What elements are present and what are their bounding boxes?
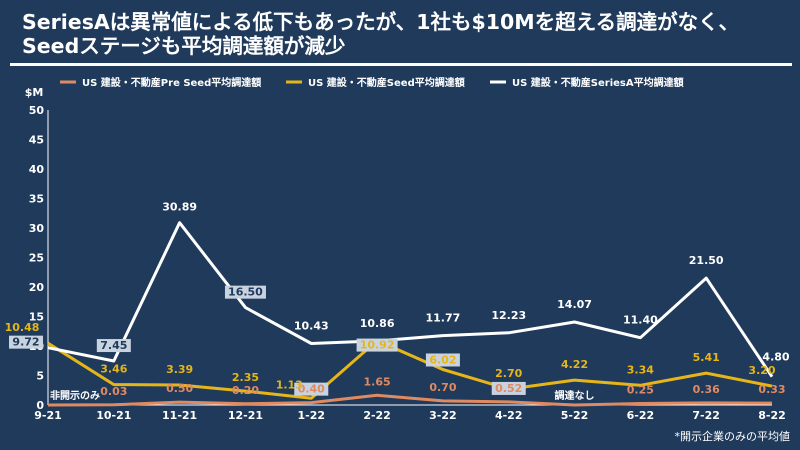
y-tick-label: 45 <box>29 134 44 147</box>
data-label-seed: 6.02 <box>429 353 456 366</box>
footnote: *開示企業のみの平均値 <box>674 430 791 443</box>
y-tick-label: 30 <box>29 222 45 235</box>
x-tick-label: 4-22 <box>495 409 523 422</box>
series-line-preseed <box>47 393 773 407</box>
legend-label-seed: US 建設・不動産Seed平均調達額 <box>308 76 465 89</box>
annotation-label: 非開示のみ <box>50 389 100 402</box>
data-label-box-seed <box>425 353 460 367</box>
y-tick-label: 20 <box>29 281 45 294</box>
data-label-seed: 3.39 <box>166 363 193 376</box>
series-line-seriesA <box>47 221 774 378</box>
data-label-seriesA: 12.23 <box>491 309 526 322</box>
data-label-preseed: 0.25 <box>627 384 654 397</box>
y-axis-title: $M <box>25 86 44 99</box>
legend-label-preseed: US 建設・不動産Pre Seed平均調達額 <box>82 76 261 89</box>
data-label-seriesA: 7.45 <box>100 339 127 352</box>
y-tick-label: 0 <box>36 399 44 412</box>
data-label-seriesA: 21.50 <box>689 254 724 267</box>
data-label-preseed: 0.50 <box>166 382 193 395</box>
series-line-seed <box>47 339 773 400</box>
data-label-box-seriesA <box>9 335 43 349</box>
y-tick-label: 15 <box>29 311 44 324</box>
data-label-seed: 4.22 <box>561 358 588 371</box>
x-tick-label: 3-22 <box>429 409 457 422</box>
x-tick-label: 2-22 <box>363 409 391 422</box>
x-tick-label: 8-22 <box>758 409 786 422</box>
data-label-seriesA: 30.89 <box>162 201 197 214</box>
x-tick-label: 7-22 <box>692 409 720 422</box>
x-tick-label: 1-22 <box>298 409 326 422</box>
data-label-preseed: 0.70 <box>429 381 456 394</box>
data-label-preseed: 0.20 <box>232 384 259 397</box>
y-tick-label: 25 <box>29 252 44 265</box>
annotation-label: 調達なし <box>555 389 595 402</box>
data-label-seriesA: 11.40 <box>623 314 658 327</box>
data-label-seriesA: 10.43 <box>294 319 329 332</box>
data-label-box-seriesA <box>96 339 131 353</box>
data-label-box-preseed <box>491 381 526 395</box>
x-tick-label: 9-21 <box>34 409 62 422</box>
data-label-seed: 10.92 <box>360 339 395 352</box>
y-tick-label: 5 <box>36 370 44 383</box>
data-label-box-seriesA <box>224 285 266 299</box>
data-label-preseed: 0.52 <box>495 382 522 395</box>
y-tick-label: 40 <box>29 163 45 176</box>
x-tick-label: 6-22 <box>627 409 655 422</box>
data-label-seed: 2.35 <box>232 371 259 384</box>
data-label-box-preseed <box>294 382 329 396</box>
y-tick-label: 50 <box>29 104 45 117</box>
x-tick-label: 10-21 <box>96 409 131 422</box>
data-label-seriesA: 11.77 <box>426 312 461 325</box>
data-label-seriesA: 10.86 <box>360 317 395 330</box>
data-label-preseed: 0.03 <box>100 385 127 398</box>
data-label-preseed: 0.40 <box>298 383 325 396</box>
data-label-seed: 3.46 <box>100 363 127 376</box>
data-label-seed: 1.13 <box>276 378 303 391</box>
data-label-box-seed <box>356 338 398 352</box>
x-tick-label: 11-21 <box>162 409 197 422</box>
data-label-preseed: 0.33 <box>758 383 785 396</box>
data-label-seriesA: 14.07 <box>557 298 592 311</box>
data-label-seed: 2.70 <box>495 367 522 380</box>
data-label-seed: 3.20 <box>748 364 775 377</box>
data-label-seriesA: 4.80 <box>762 351 789 364</box>
legend-label-seriesA: US 建設・不動産SeriesA平均調達額 <box>512 76 684 89</box>
title-line-2: Seedステージも平均調達額が減少 <box>22 34 346 58</box>
y-tick-label: 35 <box>29 193 44 206</box>
data-label-preseed: 1.65 <box>364 375 391 388</box>
data-label-seriesA: 16.50 <box>228 286 263 299</box>
title-underline <box>10 63 792 66</box>
chart-title: SeriesAは異常値による低下もあったが、1社も$10Mを超える調達がなく、 … <box>22 10 782 58</box>
x-tick-label: 5-22 <box>561 409 589 422</box>
data-label-seed: 3.34 <box>627 363 654 376</box>
x-tick-label: 12-21 <box>228 409 263 422</box>
data-label-seed: 5.41 <box>693 351 720 364</box>
data-label-seriesA: 9.72 <box>12 336 39 349</box>
title-line-1: SeriesAは異常値による低下もあったが、1社も$10Mを超える調達がなく、 <box>22 10 740 34</box>
data-label-preseed: 0.36 <box>693 383 720 396</box>
data-label-seed: 10.48 <box>5 321 40 334</box>
